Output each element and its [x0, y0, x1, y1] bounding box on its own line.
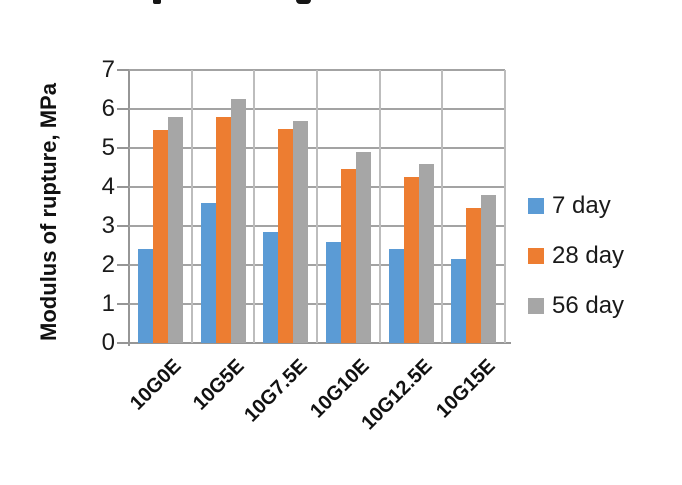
bar-28-day-10G15E	[466, 208, 482, 343]
legend-label: 7 day	[552, 192, 611, 219]
y-axis-title: Modulus of rupture, MPa	[36, 83, 61, 341]
y-axis-tick-label: 6	[101, 95, 115, 122]
legend-item-56-day: 56 day	[528, 292, 625, 319]
cropped-text-fragment	[296, 0, 311, 4]
bar-28-day-10G12.5E	[403, 177, 419, 343]
y-axis-tick-mark	[117, 225, 129, 227]
legend-label: 56 day	[552, 292, 625, 319]
legend-swatch	[528, 248, 544, 264]
legend-swatch	[528, 198, 544, 214]
gridline-vertical	[504, 70, 506, 343]
plot-area: 0 1 2 3 4 5 6 7 10G0E 10G5E 10G7.5E 10G10E 10G12.5E 1…	[102, 56, 511, 434]
y-axis-line	[128, 70, 130, 346]
gridline-vertical	[253, 70, 256, 343]
bar-7-day-10G15E	[451, 259, 467, 343]
gridline-vertical	[378, 70, 381, 343]
gridline-vertical	[316, 70, 318, 343]
bar-56-day-10G10E	[355, 151, 371, 343]
bar-28-day-10G0E	[152, 130, 168, 343]
bar-56-day-10G12.5E	[418, 163, 434, 343]
legend-label: 28 day	[552, 242, 625, 269]
y-axis-tick-label: 2	[101, 251, 115, 278]
bar-7-day-10G12.5E	[388, 249, 404, 343]
y-axis-tick-mark	[117, 264, 129, 266]
y-axis-tick-mark	[117, 303, 129, 305]
bar-7-day-10G7.5E	[263, 231, 279, 343]
bar-56-day-10G15E	[481, 194, 497, 343]
y-axis-tick-mark	[117, 69, 129, 71]
y-axis-tick-label: 7	[101, 56, 115, 83]
legend-item-28-day: 28 day	[528, 242, 625, 269]
bar-56-day-10G5E	[230, 99, 246, 343]
y-axis-tick-label: 0	[101, 329, 115, 356]
bar-7-day-10G10E	[325, 241, 341, 343]
bar-28-day-10G7.5E	[278, 128, 294, 343]
legend-swatch	[528, 298, 544, 314]
bar-56-day-10G0E	[167, 116, 183, 343]
y-axis-tick-mark	[117, 186, 129, 188]
y-axis-tick-label: 3	[101, 212, 115, 239]
y-axis-tick-mark	[117, 147, 129, 149]
y-axis-tick-label: 5	[101, 134, 115, 161]
y-axis-tick-label: 4	[101, 173, 115, 200]
gridline-vertical	[441, 70, 444, 343]
y-axis-tick-mark	[117, 342, 129, 344]
y-axis-tick-label: 1	[101, 290, 115, 317]
gridline-vertical	[190, 70, 193, 343]
cropped-text-fragment	[153, 0, 161, 4]
legend-item-7-day: 7 day	[528, 192, 624, 219]
bar-56-day-10G7.5E	[293, 120, 309, 343]
legend: 7 day 28 day 56 day	[528, 192, 625, 346]
x-axis-line	[117, 342, 511, 344]
bar-7-day-10G0E	[137, 249, 153, 343]
y-axis-tick-mark	[117, 108, 129, 110]
bar-28-day-10G10E	[340, 169, 356, 343]
bar-7-day-10G5E	[200, 202, 216, 343]
bar-28-day-10G5E	[215, 116, 231, 343]
